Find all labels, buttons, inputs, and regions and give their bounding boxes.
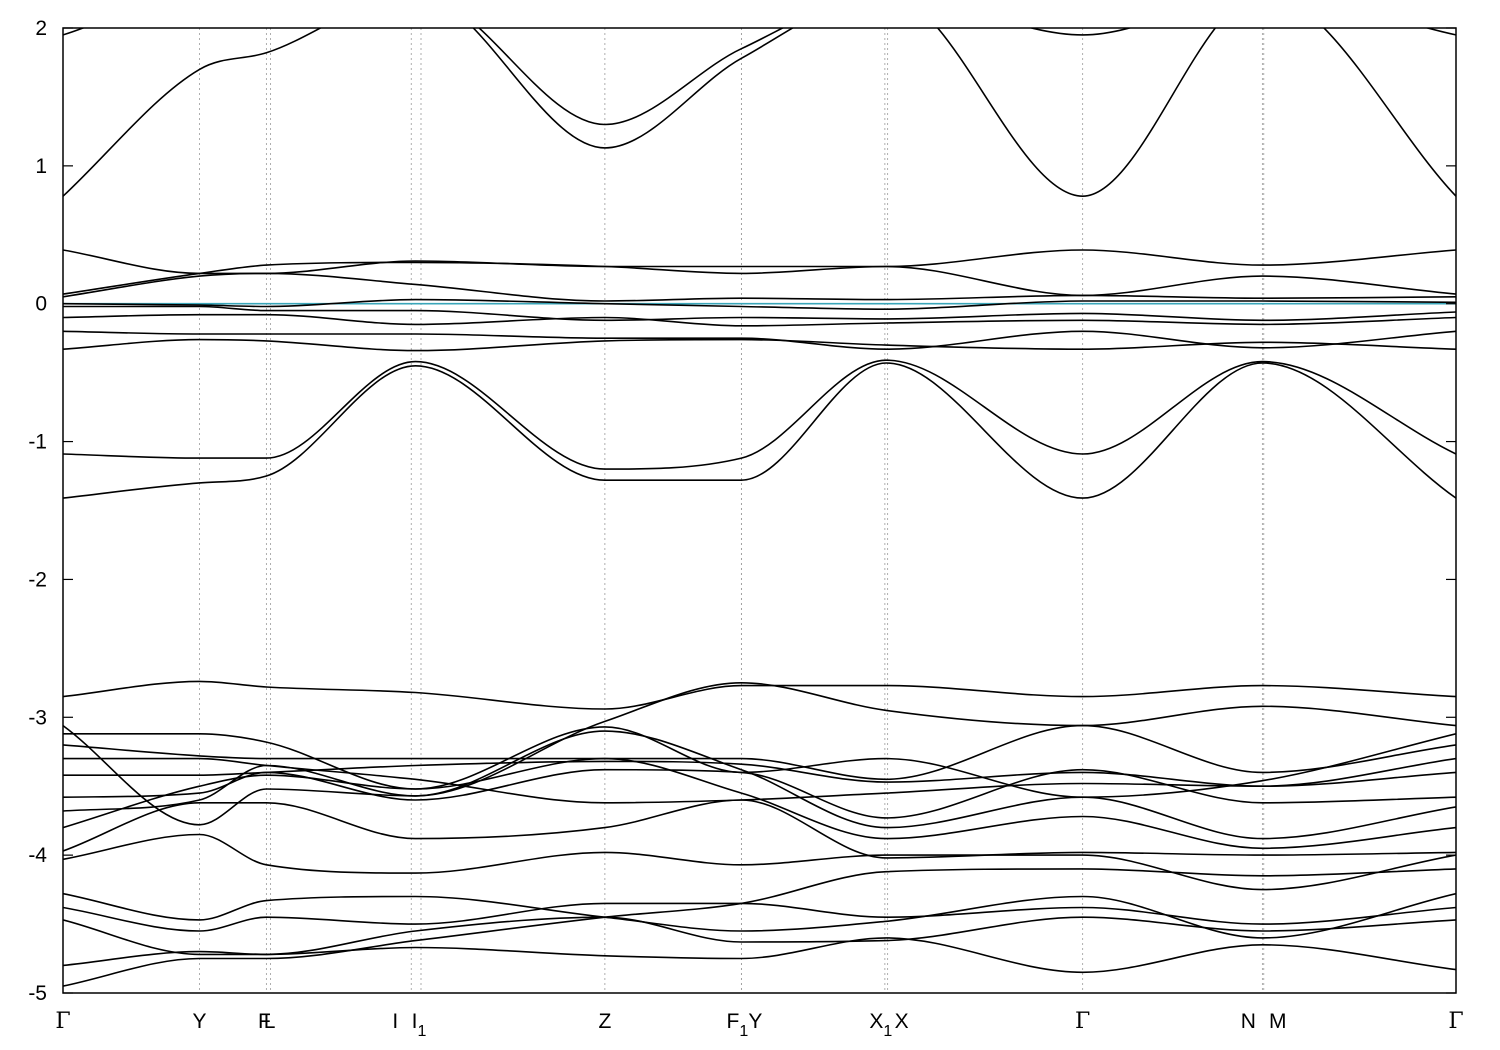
band-11 (63, 760, 1456, 787)
band-17 (63, 362, 1456, 499)
x-tick-label-8: Y (748, 1010, 762, 1033)
x-tick-label-14: Γ (1448, 1009, 1463, 1034)
x-tick-subscript: 1 (883, 1023, 892, 1040)
band-4 (63, 902, 1456, 932)
band-14 (63, 726, 1456, 798)
band-23 (63, 298, 1456, 310)
band-3 (63, 916, 1456, 956)
x-tick-label-10: X (895, 1010, 909, 1033)
y-tick-label: 1 (35, 155, 47, 178)
y-axis: 2 1 0 -1 -2 -3 -4 -5 (28, 17, 1456, 1005)
x-tick-label-5: I1 (412, 1010, 427, 1040)
band-19 (63, 338, 1456, 352)
x-tick-label-3: L (264, 1010, 276, 1033)
x-tick-label-7: F1 (727, 1010, 749, 1040)
band-24 (63, 272, 1456, 302)
band-18 (63, 359, 1456, 470)
y-tick-label: -3 (28, 706, 47, 729)
band-1 (63, 868, 1456, 987)
band-5 (63, 892, 1456, 939)
band-9 (63, 730, 1456, 840)
band-27 (63, 28, 1456, 197)
x-tick-label-6: Z (598, 1010, 611, 1033)
x-axis: Γ Y FL I I1 Z F1 Y X1 X Γ N M Γ (55, 1009, 1463, 1040)
band-12 (63, 757, 1456, 804)
band-20 (63, 330, 1456, 350)
band-16 (63, 680, 1456, 710)
band-22 (63, 305, 1456, 322)
y-tick-label: -2 (28, 568, 47, 591)
band-6 (63, 833, 1456, 891)
band-8 (63, 757, 1456, 850)
band-25 (63, 261, 1456, 297)
x-tick-label-0: Γ (55, 1009, 70, 1034)
plot-frame (62, 27, 1457, 994)
y-tick-label: -1 (28, 431, 47, 454)
x-tick-label-1: Y (193, 1010, 207, 1033)
band-13 (63, 724, 1456, 781)
x-tick-subscript: 1 (739, 1023, 748, 1040)
y-tick-label: -5 (28, 982, 47, 1005)
x-tick-subscript: 1 (417, 1023, 426, 1040)
x-tick-label-4: I (392, 1010, 398, 1033)
band-15 (63, 682, 1456, 826)
y-tick-label: 2 (35, 17, 47, 40)
x-tick-label-11: Γ (1075, 1009, 1090, 1034)
band-10 (63, 768, 1456, 819)
bands-layer (63, 28, 1456, 987)
x-tick-label-12: N (1241, 1010, 1256, 1033)
band-7 (63, 799, 1456, 859)
y-tick-label: 0 (35, 293, 47, 316)
x-tick-label-9: X1 (869, 1010, 892, 1040)
y-tick-label: -4 (28, 844, 47, 867)
x-tick-label-13: M (1269, 1010, 1287, 1033)
grid-lines (199, 28, 1265, 993)
band-21 (63, 313, 1456, 327)
band-28 (63, 28, 1456, 126)
band-26 (63, 249, 1456, 275)
x-tick-label-2: F (258, 1010, 271, 1033)
